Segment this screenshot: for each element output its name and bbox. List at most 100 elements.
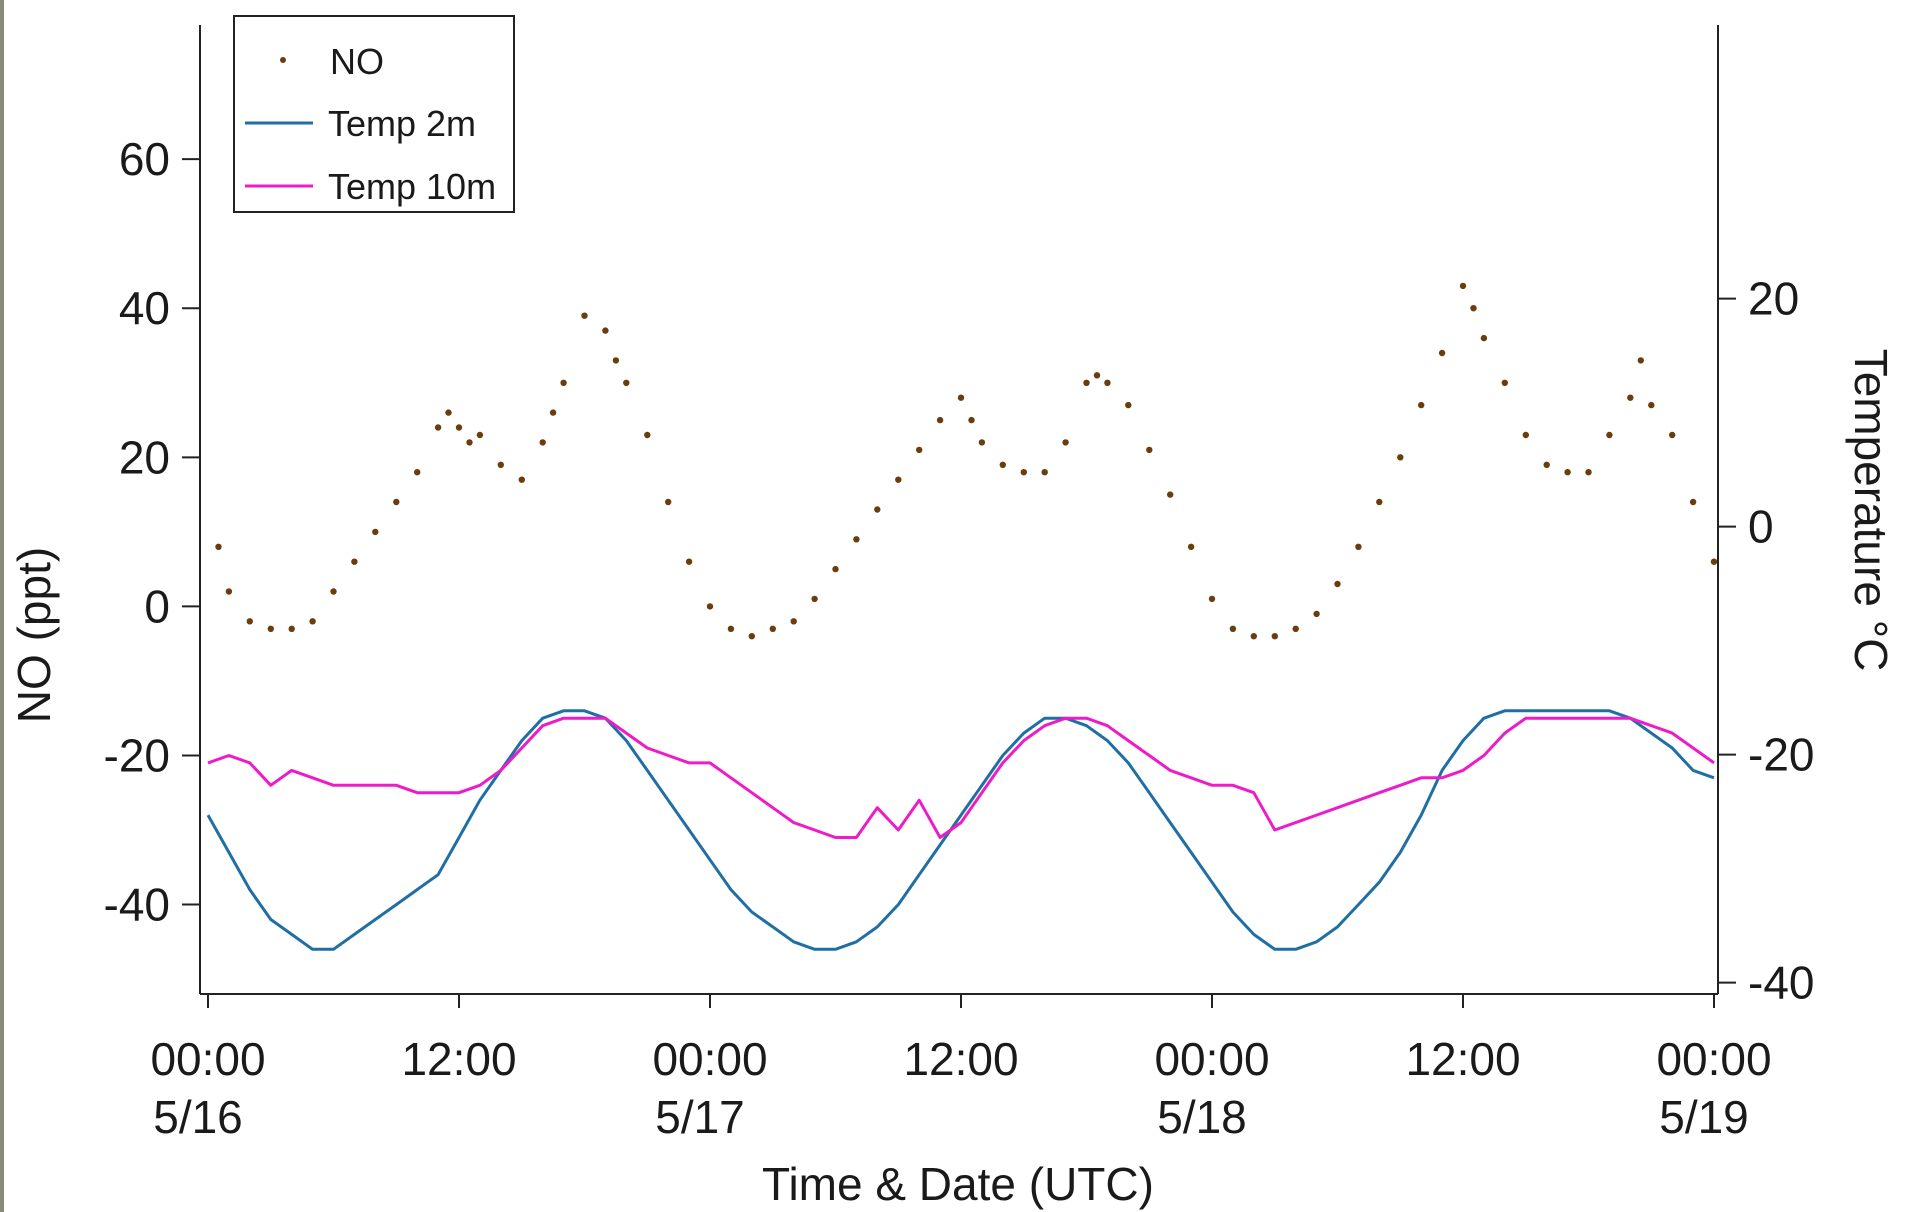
legend-no-marker	[280, 57, 286, 63]
series-points-no	[215, 282, 1718, 640]
data-point	[1522, 431, 1530, 439]
x-tick-label-date: 5/16	[153, 1091, 243, 1143]
data-point	[936, 416, 944, 424]
x-tick-label-date: 5/19	[1659, 1091, 1749, 1143]
data-point	[1501, 379, 1509, 386]
data-point	[665, 498, 672, 506]
x-tick-label-time: 12:00	[1405, 1033, 1520, 1085]
data-point	[1146, 446, 1153, 454]
data-point	[1020, 469, 1027, 476]
data-point	[748, 633, 755, 640]
data-point	[518, 476, 525, 483]
data-point	[1250, 633, 1258, 640]
left-y-tick-label: 40	[119, 282, 170, 334]
x-axis-ticks: 00:00 5/16 12:00 00:00 5/17 12:00 00:00 5/18 12:…	[150, 994, 1772, 1143]
x-tick-label-time: 00:00	[1656, 1033, 1771, 1085]
data-point	[560, 379, 567, 386]
left-y-tick-label: 60	[119, 133, 170, 185]
legend-temp-2m-label: Temp 2m	[328, 103, 476, 144]
data-point	[455, 424, 463, 431]
data-point	[1167, 491, 1174, 498]
data-point	[612, 357, 620, 364]
data-point	[1418, 401, 1425, 409]
right-y-tick-label: -40	[1748, 957, 1814, 1009]
data-point	[1438, 349, 1446, 357]
data-point	[602, 327, 609, 334]
data-point	[1648, 401, 1655, 409]
data-point	[1229, 625, 1237, 632]
chart-legend: NO Temp 2m Temp 10m	[233, 15, 515, 213]
window-frame-edge	[0, 0, 4, 1212]
data-point	[1627, 394, 1634, 401]
data-point	[215, 543, 222, 550]
data-point	[1585, 469, 1592, 476]
data-point	[549, 409, 557, 416]
data-point	[706, 603, 714, 610]
data-point	[644, 431, 651, 439]
data-point	[1480, 334, 1488, 342]
left-y-axis-title: NO (ppt)	[8, 547, 60, 723]
data-point	[811, 595, 818, 603]
x-tick-label-date: 5/18	[1157, 1091, 1247, 1143]
data-point	[1376, 498, 1383, 506]
left-y-tick-label: 0	[144, 580, 170, 632]
data-point	[1710, 558, 1718, 565]
left-y-tick-label: 20	[119, 431, 170, 483]
legend-no-label: NO	[330, 41, 384, 82]
data-point	[832, 565, 839, 573]
data-point	[288, 625, 295, 632]
data-point	[393, 498, 400, 506]
data-point	[434, 424, 442, 431]
left-y-axis-ticks: 60 40 20 0 -20 -40	[104, 133, 200, 931]
data-point	[1669, 431, 1676, 439]
data-point	[1125, 401, 1132, 409]
data-point	[916, 446, 923, 454]
data-point	[1606, 431, 1613, 439]
data-point	[267, 625, 274, 632]
data-point	[769, 625, 776, 632]
data-point	[225, 588, 233, 595]
series-line-temp-10m	[207, 716, 1715, 839]
data-point	[853, 536, 860, 543]
data-point	[727, 625, 735, 632]
data-point	[1271, 633, 1279, 640]
data-point	[1637, 357, 1645, 364]
data-point	[895, 476, 902, 483]
x-tick-label-time: 00:00	[150, 1033, 265, 1085]
data-point	[1187, 543, 1195, 550]
data-point	[1397, 454, 1404, 461]
data-point	[330, 588, 337, 595]
data-point	[414, 469, 421, 476]
data-point	[790, 618, 797, 625]
data-point	[246, 618, 253, 625]
data-point	[1564, 469, 1571, 476]
data-point	[1355, 543, 1362, 550]
data-point	[1459, 282, 1467, 290]
data-point	[581, 312, 588, 319]
data-point	[1104, 379, 1111, 386]
data-point	[309, 618, 316, 625]
right-y-tick-label: -20	[1748, 729, 1814, 781]
data-point	[1208, 595, 1216, 603]
series-layer	[206, 282, 1718, 951]
legend-box	[233, 15, 515, 213]
legend-temp-10m-label: Temp 10m	[328, 166, 496, 207]
series-line-temp-2m	[206, 709, 1715, 951]
data-point	[874, 506, 881, 513]
chart-axes	[199, 25, 1719, 995]
data-point	[497, 461, 504, 468]
data-point	[476, 431, 484, 439]
x-tick-label-date: 5/17	[655, 1091, 745, 1143]
data-point	[351, 558, 358, 565]
x-tick-label-time: 12:00	[903, 1033, 1018, 1085]
right-y-axis-ticks: 20 0 -20 -40	[1718, 273, 1814, 1009]
data-point	[466, 439, 473, 446]
right-y-tick-label: 20	[1748, 273, 1799, 325]
data-point	[1689, 498, 1697, 506]
data-point	[1041, 469, 1048, 476]
data-point	[685, 558, 693, 565]
data-point	[372, 528, 379, 536]
data-point	[978, 439, 986, 446]
left-y-tick-label: -20	[104, 729, 170, 781]
